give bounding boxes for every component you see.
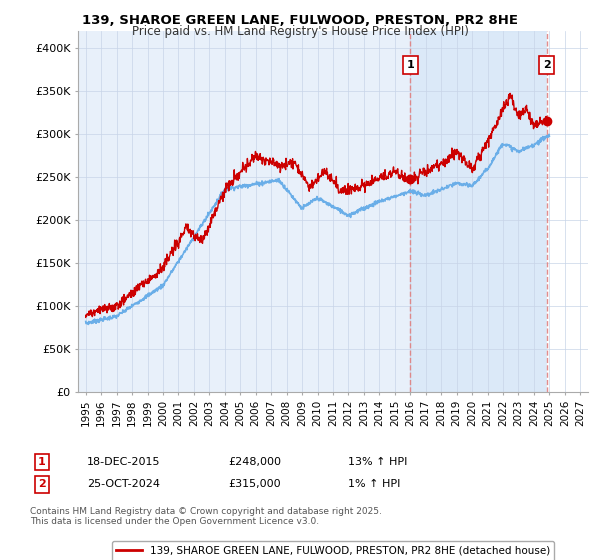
Bar (410, 31, 547, 392)
Text: 13% ↑ HPI: 13% ↑ HPI (348, 457, 407, 467)
Text: 2: 2 (543, 60, 550, 70)
Bar (547, 31, 588, 392)
Bar (547, 31, 588, 392)
Text: 1: 1 (38, 457, 46, 467)
Legend: 139, SHAROE GREEN LANE, FULWOOD, PRESTON, PR2 8HE (detached house), HPI: Average: 139, SHAROE GREEN LANE, FULWOOD, PRESTON… (112, 541, 554, 560)
Text: 1: 1 (406, 60, 414, 70)
Text: 25-OCT-2024: 25-OCT-2024 (87, 479, 160, 489)
Text: £315,000: £315,000 (228, 479, 281, 489)
Text: 139, SHAROE GREEN LANE, FULWOOD, PRESTON, PR2 8HE: 139, SHAROE GREEN LANE, FULWOOD, PRESTON… (82, 14, 518, 27)
Text: Price paid vs. HM Land Registry's House Price Index (HPI): Price paid vs. HM Land Registry's House … (131, 25, 469, 38)
Text: 2: 2 (38, 479, 46, 489)
Text: 18-DEC-2015: 18-DEC-2015 (87, 457, 161, 467)
Text: Contains HM Land Registry data © Crown copyright and database right 2025.
This d: Contains HM Land Registry data © Crown c… (30, 507, 382, 526)
Text: 1% ↑ HPI: 1% ↑ HPI (348, 479, 400, 489)
Text: £248,000: £248,000 (228, 457, 281, 467)
